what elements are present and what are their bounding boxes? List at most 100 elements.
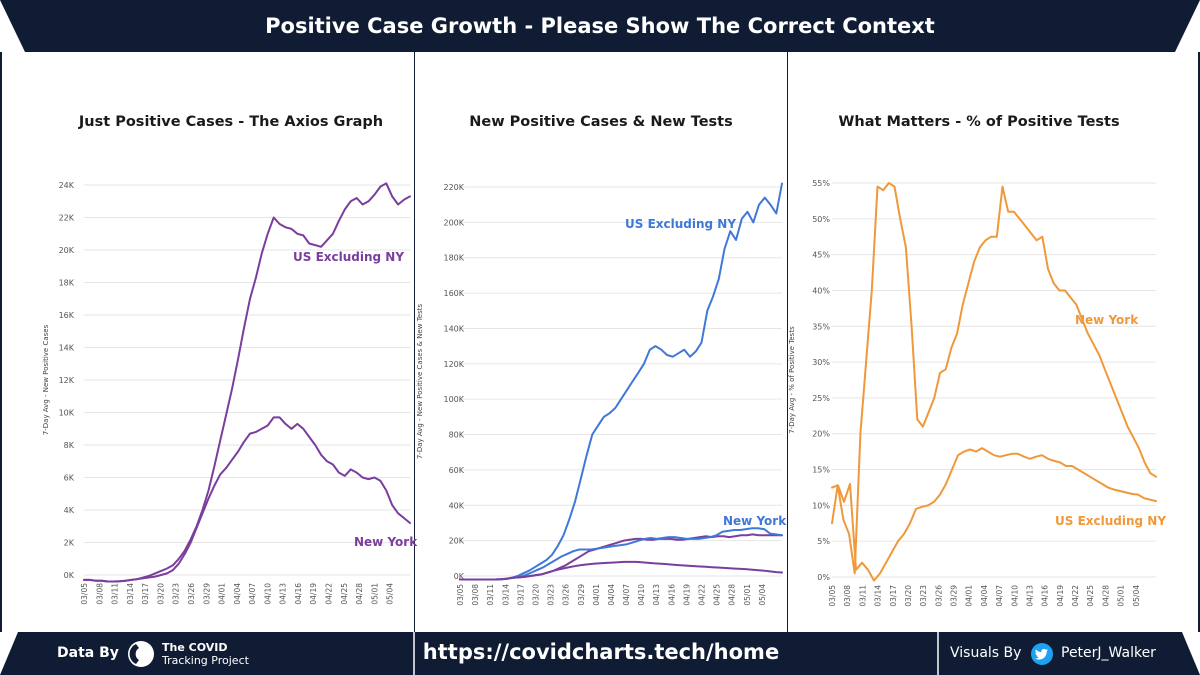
x-tick-label: 04/25: [340, 583, 349, 605]
y-tick-label: 140K: [443, 324, 464, 333]
x-tick-label: 05/04: [1132, 585, 1141, 607]
y-tick-label: 24K: [59, 181, 75, 190]
x-tick-label: 03/20: [156, 583, 165, 605]
x-tick-label: 03/29: [950, 585, 959, 607]
y-tick-label: 6K: [64, 474, 75, 483]
x-tick-label: 03/11: [111, 583, 120, 605]
y-tick-label: 4K: [64, 506, 75, 515]
x-tick-label: 04/19: [309, 583, 318, 605]
covid-tracking-project-logo-icon: [128, 641, 154, 667]
x-tick-label: 04/22: [1071, 585, 1080, 607]
y-tick-label: 15%: [812, 466, 830, 475]
x-tick-label: 03/08: [843, 585, 852, 607]
y-tick-label: 80K: [449, 431, 465, 440]
author-handle[interactable]: PeterJ_Walker: [1061, 645, 1156, 661]
x-tick-label: 04/19: [1056, 585, 1065, 607]
x-tick-label: 03/17: [141, 583, 150, 605]
series-line: [459, 560, 783, 581]
twitter-bird-icon[interactable]: [1030, 642, 1054, 666]
x-tick-label: 04/25: [1086, 585, 1095, 607]
data-by-label: Data By: [57, 645, 119, 661]
y-tick-label: 5%: [817, 537, 830, 546]
y-axis-title: 7-Day Avg - % of Positive Tests: [788, 326, 796, 434]
y-tick-label: 20%: [812, 430, 830, 439]
series-label: US Excluding NY: [625, 217, 736, 231]
series-label: New York: [1075, 313, 1139, 327]
x-tick-label: 04/07: [622, 584, 631, 606]
x-tick-label: 04/16: [667, 584, 676, 606]
x-tick-label: 04/01: [965, 585, 974, 607]
chart-frame: [0, 52, 1200, 632]
x-tick-label: 03/14: [501, 584, 510, 606]
panel-divider-1: [414, 52, 415, 632]
y-tick-label: 16K: [59, 311, 75, 320]
x-tick-label: 05/01: [743, 584, 752, 606]
x-tick-label: 04/13: [652, 584, 661, 606]
x-tick-label: 05/04: [386, 583, 395, 605]
y-tick-label: 180K: [443, 254, 464, 263]
x-tick-label: 03/29: [202, 583, 211, 605]
x-tick-label: 03/14: [126, 583, 135, 605]
x-tick-label: 03/05: [456, 584, 465, 606]
y-axis-title: 7-Day Avg - New Positive Cases: [42, 324, 50, 435]
series-label: New York: [354, 535, 418, 549]
series-label: New York: [723, 514, 787, 528]
series-label: US Excluding NY: [293, 250, 404, 264]
chart-title: New Positive Cases & New Tests: [469, 114, 733, 130]
x-tick-label: 04/07: [248, 583, 257, 605]
x-tick-label: 04/04: [980, 585, 989, 607]
y-tick-label: 120K: [443, 360, 464, 369]
x-tick-label: 04/25: [713, 584, 722, 606]
y-tick-label: 40%: [812, 286, 830, 295]
y-tick-label: 20K: [449, 537, 465, 546]
y-tick-label: 160K: [443, 289, 464, 298]
y-tick-label: 20K: [59, 246, 75, 255]
y-tick-label: 220K: [443, 183, 464, 192]
x-tick-label: 03/26: [562, 584, 571, 606]
x-tick-label: 03/20: [904, 585, 913, 607]
x-tick-label: 04/04: [607, 584, 616, 606]
y-tick-label: 18K: [59, 279, 75, 288]
y-tick-label: 0K: [64, 571, 75, 580]
chart-title: Just Positive Cases - The Axios Graph: [78, 114, 384, 130]
y-tick-label: 14K: [59, 344, 75, 353]
series-line: [831, 447, 1157, 582]
y-tick-label: 100K: [443, 395, 464, 404]
x-tick-label: 03/29: [577, 584, 586, 606]
x-tick-label: 03/26: [187, 583, 196, 605]
y-tick-label: 0%: [817, 573, 830, 582]
x-tick-label: 04/28: [1101, 585, 1110, 607]
source-url-link[interactable]: https://covidcharts.tech/home: [422, 640, 780, 664]
series-line: [83, 416, 411, 583]
y-tick-label: 45%: [812, 251, 830, 260]
x-tick-label: 03/08: [471, 584, 480, 606]
footer-bar: [0, 632, 1200, 675]
x-tick-label: 03/20: [531, 584, 540, 606]
series-label: US Excluding NY: [1055, 514, 1166, 528]
x-tick-label: 03/17: [889, 585, 898, 607]
y-axis-title: 7-Day Avg - New Positive Cases & New Tes…: [416, 304, 424, 460]
y-tick-label: 30%: [812, 358, 830, 367]
chart-title: What Matters - % of Positive Tests: [838, 114, 1120, 130]
x-tick-label: 03/08: [95, 583, 104, 605]
y-tick-label: 55%: [812, 179, 830, 188]
x-tick-label: 03/11: [486, 584, 495, 606]
y-tick-label: 60K: [449, 466, 465, 475]
x-tick-label: 03/11: [858, 585, 867, 607]
x-tick-label: 04/16: [1041, 585, 1050, 607]
y-tick-label: 200K: [443, 218, 464, 227]
x-tick-label: 03/05: [828, 585, 837, 607]
x-tick-label: 03/17: [516, 584, 525, 606]
x-tick-label: 03/23: [547, 584, 556, 606]
y-tick-label: 40K: [449, 501, 465, 510]
x-tick-label: 04/01: [592, 584, 601, 606]
x-tick-label: 04/01: [218, 583, 227, 605]
y-tick-label: 10K: [59, 409, 75, 418]
y-tick-label: 25%: [812, 394, 830, 403]
x-tick-label: 03/23: [172, 583, 181, 605]
x-tick-label: 04/16: [294, 583, 303, 605]
panel-cases-and-tests: New Positive Cases & New Tests: [416, 52, 786, 632]
panel-positive-cases: Just Positive Cases - The Axios Graph: [30, 52, 412, 632]
